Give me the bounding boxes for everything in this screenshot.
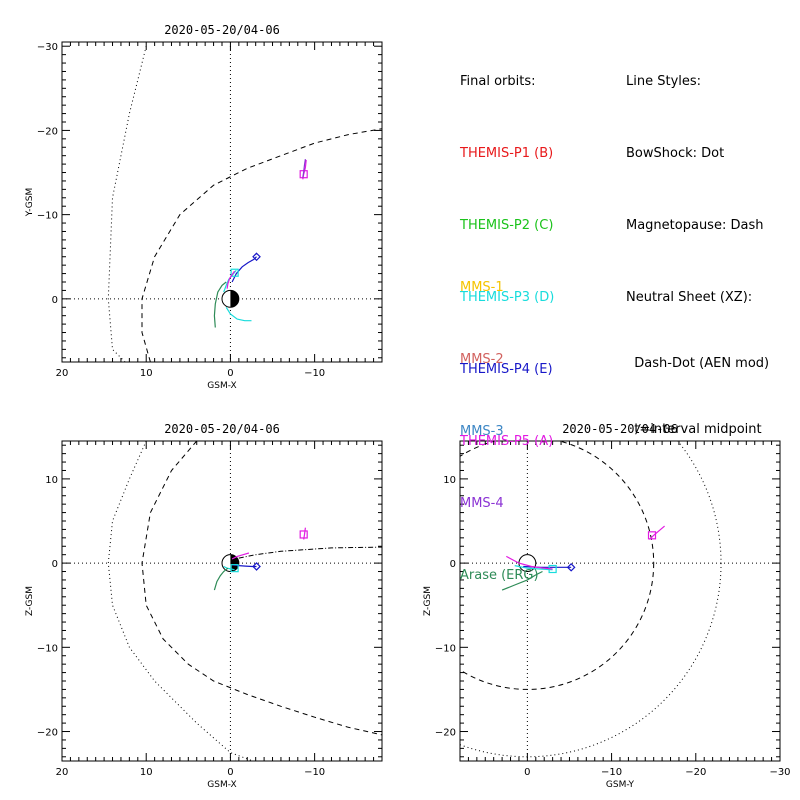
xy-panel: 20 10 0 −10 −30 −20 −10 0 2020-05-20/04-06 GSM-X Y… <box>25 23 383 391</box>
y-tick-label: −10 <box>435 643 456 654</box>
y-axis-label: Y-GSM <box>25 188 35 217</box>
legend-mms-2: MMS-2 <box>460 352 504 367</box>
legend-mms-1: MMS-1 <box>460 280 504 295</box>
plot-area <box>62 441 382 761</box>
y-tick-label: −10 <box>37 211 58 222</box>
orbit-marker-diamond <box>252 252 261 262</box>
orbit-track-2 <box>506 555 553 570</box>
legend-mms-4: MMS-4 <box>460 496 504 511</box>
orbit-track-4 <box>213 567 229 591</box>
bow-shock-line <box>107 46 147 362</box>
neutral-sheet-line <box>238 546 382 559</box>
orbit-track-4 <box>501 570 543 591</box>
orbit-marker-diamond <box>252 562 261 571</box>
orbit-marker-square <box>230 268 239 277</box>
legend-themis-p5: THEMIS-P5 (A) <box>460 434 554 449</box>
x-tick-label: 0 <box>227 368 233 379</box>
line-style-neutral-sheet: Neutral Sheet (XZ): <box>626 290 753 305</box>
x-tick-label: −30 <box>769 767 790 778</box>
orbit-marker-square <box>230 564 239 573</box>
orbit-track-6 <box>226 270 236 289</box>
orbit-marker-diamond <box>566 562 576 572</box>
y-tick-label: 0 <box>450 559 456 570</box>
orbit-marker-square <box>299 530 308 539</box>
line-style-interval: t=interval midpoint <box>626 422 762 437</box>
x-tick-label: −10 <box>304 368 325 379</box>
legend-arase: Arase (ERG) <box>460 568 539 583</box>
x-tick-label: −10 <box>304 767 325 778</box>
final-orbits-title: Final orbits: <box>460 74 536 89</box>
yz-panel: 0 −10 −20 −30 −20 −10 0 10 2020-05-20/04-06 GSM-Y… <box>423 422 791 790</box>
xz-panel: 20 10 0 −10 −20 −10 0 10 2020-05-20/04-06 GSM-X Z-… <box>25 422 383 790</box>
magnetopause-line <box>460 441 655 690</box>
y-tick-label: −20 <box>37 728 58 739</box>
y-axis-label: Z-GSM <box>25 586 35 616</box>
x-tick-label: −10 <box>601 767 622 778</box>
orbit-track-2 <box>231 552 250 560</box>
y-tick-label: −30 <box>37 42 58 53</box>
x-axis-label: GSM-X <box>207 381 236 391</box>
legend-themis-p4: THEMIS-P4 (E) <box>460 362 553 377</box>
legend-mms-3: MMS-3 <box>460 424 504 439</box>
y-tick-label: 10 <box>443 475 456 486</box>
magnetopause-line <box>141 441 382 736</box>
axes-frame <box>61 41 383 363</box>
x-axis-label: GSM-X <box>207 780 236 790</box>
x-tick-label: 10 <box>140 368 153 379</box>
panel-title: 2020-05-20/04-06 <box>562 422 678 436</box>
y-tick-label: −20 <box>37 126 58 137</box>
y-axis-label: Z-GSM <box>423 586 433 616</box>
line-style-dash-dot: Dash-Dot (AEN mod) <box>626 356 770 371</box>
x-tick-label: 20 <box>56 368 69 379</box>
x-axis-label: GSM-Y <box>606 780 635 790</box>
orbit-marker-square <box>647 531 657 540</box>
x-tick-label: −20 <box>685 767 706 778</box>
legend-themis-p2: THEMIS-P2 (C) <box>460 218 554 233</box>
x-tick-label: 0 <box>524 767 530 778</box>
orbit-track-1 <box>223 565 235 571</box>
line-styles-legend: Line Styles: BowShock: Dot Magnetopause:… <box>626 22 769 460</box>
orbit-track-2 <box>225 306 252 322</box>
line-style-bowshock: BowShock: Dot <box>626 146 725 161</box>
y-tick-label: 10 <box>45 475 58 486</box>
legend-themis-p1: THEMIS-P1 (B) <box>460 146 554 161</box>
orbit-track-1 <box>514 565 553 571</box>
orbit-track-5 <box>213 281 227 328</box>
axes-frame <box>61 440 383 762</box>
final-orbits-legend: Final orbits: THEMIS-P1 (B) THEMIS-P2 (C… <box>460 22 554 478</box>
orbit-track-3 <box>649 525 665 540</box>
x-tick-label: 0 <box>227 767 233 778</box>
y-tick-label: 0 <box>52 295 58 306</box>
x-tick-label: 20 <box>56 767 69 778</box>
earth-night-side <box>230 290 239 308</box>
magnetopause-line <box>141 128 382 362</box>
y-tick-label: −10 <box>37 643 58 654</box>
y-tick-label: 0 <box>52 559 58 570</box>
line-styles-title: Line Styles: <box>626 74 702 89</box>
panel-title: 2020-05-20/04-06 <box>164 23 280 37</box>
orbit-track-4 <box>302 159 306 178</box>
bow-shock-line <box>107 441 255 761</box>
y-tick-label: −20 <box>435 728 456 739</box>
legend-themis-p3: THEMIS-P3 (D) <box>460 290 555 305</box>
x-tick-label: 10 <box>140 767 153 778</box>
panel-title: 2020-05-20/04-06 <box>164 422 280 436</box>
line-style-magnetopause: Magnetopause: Dash <box>626 218 764 233</box>
other-missions-legend: MMS-1 MMS-2 MMS-3 MMS-4 Arase (ERG) <box>460 228 539 612</box>
plot-area <box>62 42 382 362</box>
orbit-track-1 <box>223 269 237 293</box>
